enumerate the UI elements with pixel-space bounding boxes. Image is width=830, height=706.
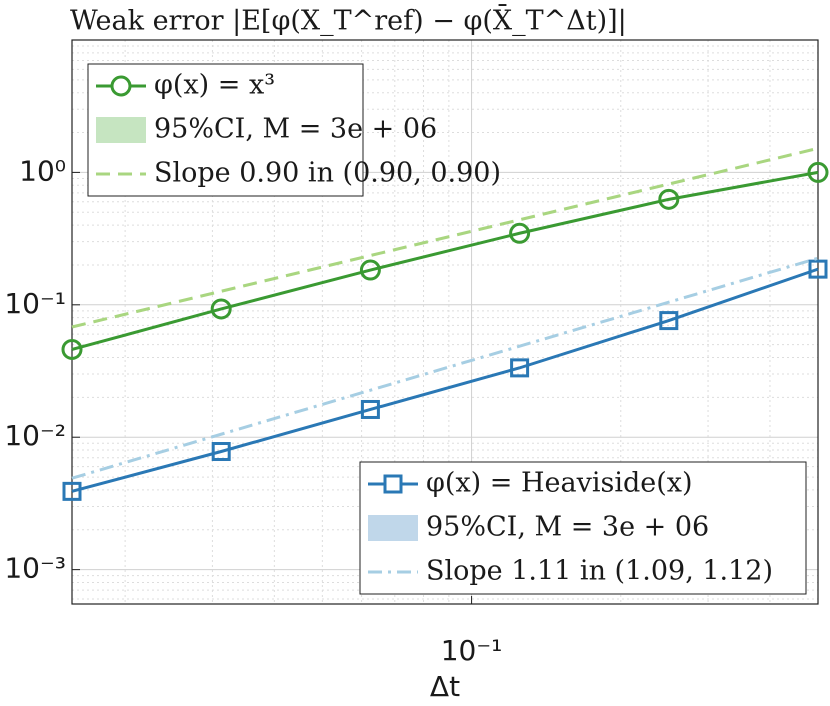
legend-label: 95%CI, M = 3e + 06 — [154, 114, 437, 145]
y-tick-label: 10⁻² — [4, 419, 66, 452]
marker — [61, 338, 83, 360]
legend-swatch — [96, 117, 146, 143]
legend-label: φ(x) = x³ — [154, 70, 275, 101]
legend-label: φ(x) = Heaviside(x) — [426, 468, 693, 499]
series-line — [71, 267, 819, 493]
marker — [509, 222, 531, 244]
marker — [210, 298, 232, 320]
y-tick-label: 10⁰ — [19, 154, 66, 187]
plot-frame — [71, 39, 819, 605]
legend-marker — [110, 75, 132, 97]
series-line — [71, 256, 819, 480]
legend-marker — [383, 474, 403, 494]
marker — [658, 188, 680, 210]
legend: φ(x) = Heaviside(x) 95%CI, M = 3e + 06 Slo… — [359, 461, 807, 595]
y-tick-label: 10⁻¹ — [4, 287, 66, 320]
marker — [62, 481, 82, 501]
marker — [360, 399, 380, 419]
marker — [807, 161, 829, 183]
chart-title: Weak error |E[φ(X_T^ref) − φ(X̄_T^Δt)]| — [70, 3, 627, 37]
x-axis-label: Δt — [430, 670, 460, 703]
legend-label: Slope 1.11 in (1.09, 1.12) — [426, 556, 773, 587]
y-tick-label: 10⁻³ — [4, 552, 66, 585]
series-line — [71, 146, 819, 329]
marker — [808, 259, 828, 279]
marker — [211, 442, 231, 462]
x-tick-label: 10⁻¹ — [441, 634, 503, 667]
legend: φ(x) = x³ 95%CI, M = 3e + 06 Slope 0.90 in… — [87, 63, 501, 197]
legend-label: 95%CI, M = 3e + 06 — [426, 512, 709, 543]
marker — [510, 358, 530, 378]
marker — [359, 259, 381, 281]
marker — [659, 311, 679, 331]
legend-box — [359, 461, 807, 595]
legend-label: Slope 0.90 in (0.90, 0.90) — [154, 158, 501, 189]
legend-swatch — [368, 515, 418, 541]
series-line — [71, 170, 819, 351]
